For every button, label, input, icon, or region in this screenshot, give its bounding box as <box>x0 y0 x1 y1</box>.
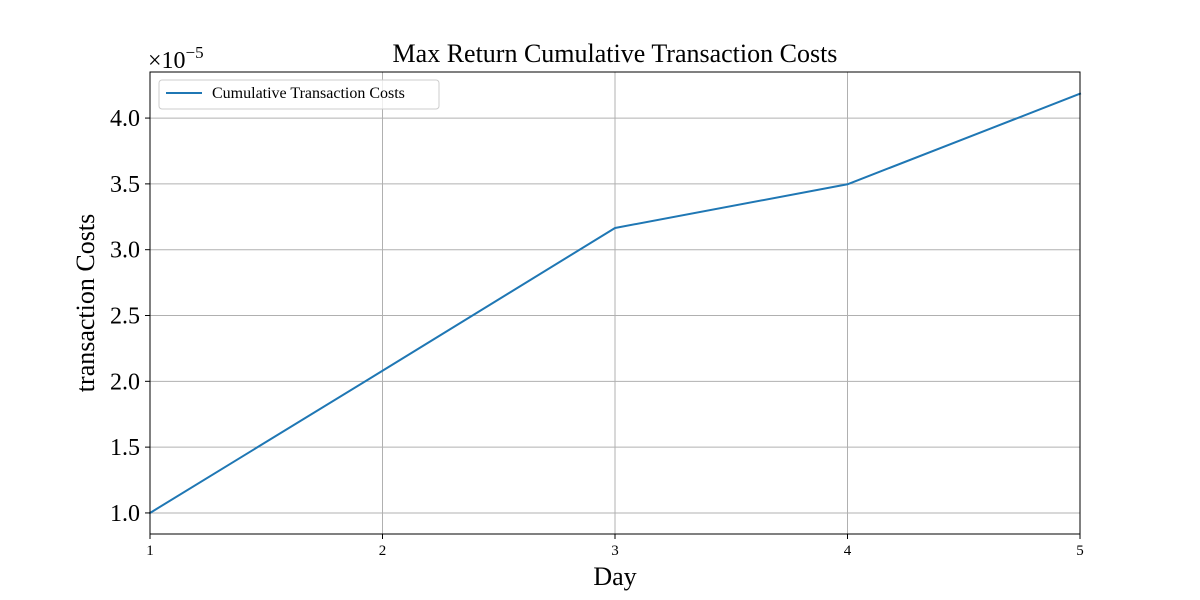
x-tick-label: 5 <box>1076 543 1084 559</box>
x-tick-label: 2 <box>379 543 387 559</box>
y-tick-label: 1.0 <box>110 501 140 527</box>
y-tick-label: 4.0 <box>110 106 140 132</box>
legend-label: Cumulative Transaction Costs <box>212 85 405 102</box>
y-tick-label: 2.5 <box>110 304 140 330</box>
chart-title: Max Return Cumulative Transaction Costs <box>393 39 838 68</box>
y-tick-label: 1.5 <box>110 435 140 461</box>
x-tick-label: 1 <box>146 543 154 559</box>
legend-box <box>158 79 440 110</box>
y-axis-offset: ×10−5 <box>148 43 204 74</box>
y-axis-offset-exponent: −5 <box>186 43 204 62</box>
y-tick-label: 3.5 <box>110 172 140 198</box>
x-axis: 1 2 3 4 5 <box>146 534 1084 559</box>
y-tick-label: 3.0 <box>110 238 140 264</box>
x-tick-label: 3 <box>611 543 619 559</box>
x-axis-label: Day <box>593 562 636 591</box>
legend: Cumulative Transaction Costs <box>158 79 440 110</box>
y-axis-label: transaction Costs <box>71 214 100 392</box>
grid <box>149 72 1081 534</box>
y-tick-label: 2.0 <box>110 369 140 395</box>
y-axis-offset-base: ×10 <box>148 48 186 74</box>
x-tick-label: 4 <box>844 543 852 559</box>
y-axis: 1.0 1.5 2.0 2.5 3.0 3.5 4.0 <box>110 106 150 527</box>
